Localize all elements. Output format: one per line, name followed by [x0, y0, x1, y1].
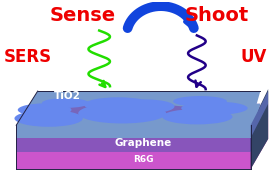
Text: UV: UV	[240, 48, 267, 66]
Polygon shape	[16, 91, 260, 125]
Ellipse shape	[162, 109, 233, 124]
Ellipse shape	[147, 106, 194, 116]
Text: TiO2: TiO2	[54, 91, 80, 101]
Ellipse shape	[15, 110, 83, 127]
Text: Sense: Sense	[50, 6, 116, 25]
Polygon shape	[251, 91, 268, 138]
Ellipse shape	[181, 101, 248, 115]
Ellipse shape	[65, 104, 114, 116]
Polygon shape	[16, 117, 260, 152]
Polygon shape	[251, 89, 268, 169]
Ellipse shape	[18, 103, 72, 116]
Polygon shape	[16, 138, 251, 152]
Polygon shape	[16, 104, 260, 138]
Ellipse shape	[78, 103, 166, 123]
Text: R6G: R6G	[133, 155, 153, 164]
Polygon shape	[16, 125, 251, 138]
Polygon shape	[16, 104, 260, 138]
Ellipse shape	[84, 97, 152, 112]
Text: SERS: SERS	[4, 48, 52, 66]
Polygon shape	[251, 117, 268, 169]
Ellipse shape	[42, 98, 89, 108]
Text: Graphene: Graphene	[114, 138, 172, 148]
Ellipse shape	[116, 99, 175, 114]
Ellipse shape	[173, 96, 227, 107]
Text: Shoot: Shoot	[184, 6, 249, 25]
Polygon shape	[251, 104, 268, 152]
Polygon shape	[16, 152, 251, 169]
